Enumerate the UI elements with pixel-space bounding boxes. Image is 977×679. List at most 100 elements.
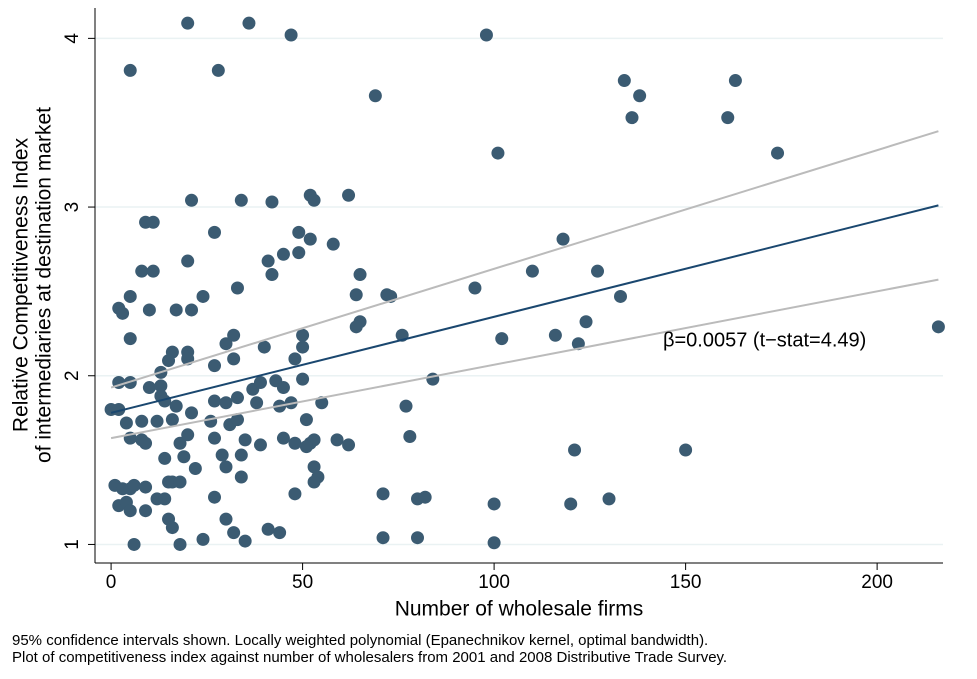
point bbox=[479, 28, 493, 42]
fit-line bbox=[110, 204, 939, 414]
point bbox=[211, 63, 225, 77]
point bbox=[230, 281, 244, 295]
point bbox=[238, 534, 252, 548]
point bbox=[491, 146, 505, 160]
point bbox=[617, 74, 631, 88]
point bbox=[158, 451, 172, 465]
point bbox=[123, 289, 137, 303]
fit-line bbox=[110, 278, 939, 440]
point bbox=[208, 431, 222, 445]
point bbox=[196, 532, 210, 546]
point bbox=[273, 526, 287, 540]
point bbox=[227, 526, 241, 540]
point bbox=[139, 480, 153, 494]
point bbox=[307, 460, 321, 474]
point bbox=[288, 436, 302, 450]
point bbox=[376, 531, 390, 545]
point bbox=[196, 289, 210, 303]
point bbox=[548, 328, 562, 342]
point bbox=[261, 254, 275, 268]
point bbox=[119, 416, 133, 430]
point bbox=[771, 146, 785, 160]
point bbox=[238, 433, 252, 447]
point bbox=[315, 396, 329, 410]
point bbox=[230, 391, 244, 405]
note: Plot of competitiveness index against nu… bbox=[12, 649, 727, 666]
point bbox=[625, 111, 639, 125]
point bbox=[349, 320, 363, 334]
y-tick-label: 2 bbox=[62, 370, 83, 381]
point bbox=[368, 89, 382, 103]
point bbox=[219, 396, 233, 410]
point bbox=[326, 237, 340, 251]
point bbox=[487, 497, 501, 511]
point bbox=[276, 381, 290, 395]
point bbox=[296, 328, 310, 342]
plot: 1 2 3 4 0 50 100 150 200 bbox=[62, 8, 945, 593]
point bbox=[376, 487, 390, 501]
point bbox=[265, 268, 279, 282]
point bbox=[234, 193, 248, 207]
point bbox=[177, 450, 191, 464]
point bbox=[487, 536, 501, 550]
point bbox=[342, 188, 356, 202]
point bbox=[154, 379, 168, 393]
point bbox=[495, 332, 509, 346]
point bbox=[556, 232, 570, 246]
fit-line bbox=[110, 130, 939, 389]
y-tick-label: 1 bbox=[62, 539, 83, 550]
point bbox=[123, 504, 137, 518]
point bbox=[208, 225, 222, 239]
point bbox=[633, 89, 647, 103]
point bbox=[403, 429, 417, 443]
point bbox=[591, 264, 605, 278]
annotation: β=0.0057 (t−stat=4.49) bbox=[663, 329, 866, 351]
point bbox=[307, 475, 321, 489]
point bbox=[579, 315, 593, 329]
point bbox=[296, 372, 310, 386]
point bbox=[169, 399, 183, 413]
point bbox=[185, 303, 199, 317]
note: 95% confidence intervals shown. Locally … bbox=[12, 632, 708, 649]
point bbox=[330, 433, 344, 447]
point bbox=[468, 281, 482, 295]
point bbox=[353, 268, 367, 282]
point bbox=[411, 531, 425, 545]
point bbox=[135, 414, 149, 428]
point bbox=[288, 487, 302, 501]
point bbox=[227, 352, 241, 366]
point bbox=[219, 460, 233, 474]
point bbox=[204, 414, 218, 428]
point bbox=[276, 247, 290, 261]
point bbox=[142, 381, 156, 395]
point bbox=[123, 332, 137, 346]
point bbox=[219, 337, 233, 351]
point bbox=[426, 372, 440, 386]
y-axis-title: Relative Competitiveness Index bbox=[10, 137, 33, 432]
point bbox=[602, 492, 616, 506]
point bbox=[165, 521, 179, 535]
point bbox=[418, 490, 432, 504]
point bbox=[139, 504, 153, 518]
point bbox=[250, 396, 264, 410]
point bbox=[173, 475, 187, 489]
x-tick-label: 150 bbox=[670, 572, 702, 593]
point bbox=[679, 443, 693, 457]
point bbox=[257, 340, 271, 354]
point bbox=[303, 232, 317, 246]
point bbox=[288, 352, 302, 366]
point bbox=[165, 413, 179, 427]
point bbox=[564, 497, 578, 511]
point bbox=[158, 492, 172, 506]
point bbox=[146, 215, 160, 229]
point bbox=[296, 340, 310, 354]
point bbox=[307, 193, 321, 207]
x-tick-label: 100 bbox=[478, 572, 510, 593]
point bbox=[116, 306, 130, 320]
point bbox=[349, 288, 363, 302]
point bbox=[139, 436, 153, 450]
point bbox=[227, 328, 241, 342]
point bbox=[169, 303, 183, 317]
